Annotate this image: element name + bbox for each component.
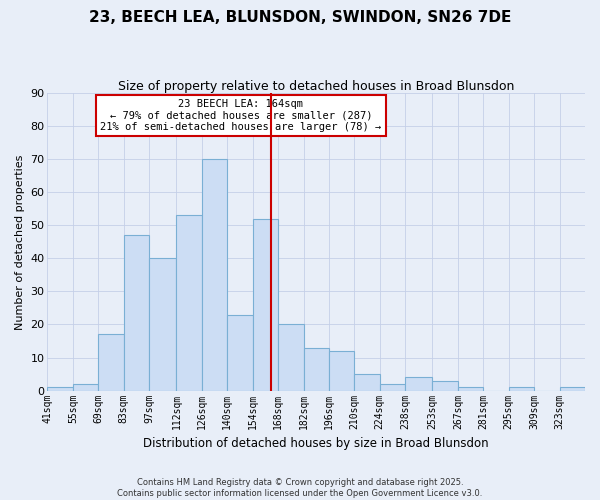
Bar — [560, 388, 585, 390]
Y-axis label: Number of detached properties: Number of detached properties — [15, 154, 25, 330]
Text: 23 BEECH LEA: 164sqm
← 79% of detached houses are smaller (287)
21% of semi-deta: 23 BEECH LEA: 164sqm ← 79% of detached h… — [100, 99, 382, 132]
Bar — [304, 348, 329, 391]
Title: Size of property relative to detached houses in Broad Blunsdon: Size of property relative to detached ho… — [118, 80, 514, 93]
Bar — [458, 388, 484, 390]
Bar — [433, 380, 458, 390]
X-axis label: Distribution of detached houses by size in Broad Blunsdon: Distribution of detached houses by size … — [143, 437, 489, 450]
Bar — [253, 218, 278, 390]
Bar — [405, 378, 433, 390]
Text: Contains HM Land Registry data © Crown copyright and database right 2025.
Contai: Contains HM Land Registry data © Crown c… — [118, 478, 482, 498]
Bar — [380, 384, 405, 390]
Bar — [73, 384, 98, 390]
Bar — [47, 388, 73, 390]
Bar — [98, 334, 124, 390]
Bar — [509, 388, 534, 390]
Bar — [124, 235, 149, 390]
Bar — [278, 324, 304, 390]
Bar — [149, 258, 176, 390]
Bar — [202, 159, 227, 390]
Bar — [227, 314, 253, 390]
Text: 23, BEECH LEA, BLUNSDON, SWINDON, SN26 7DE: 23, BEECH LEA, BLUNSDON, SWINDON, SN26 7… — [89, 10, 511, 25]
Bar — [355, 374, 380, 390]
Bar — [176, 216, 202, 390]
Bar — [329, 351, 355, 391]
